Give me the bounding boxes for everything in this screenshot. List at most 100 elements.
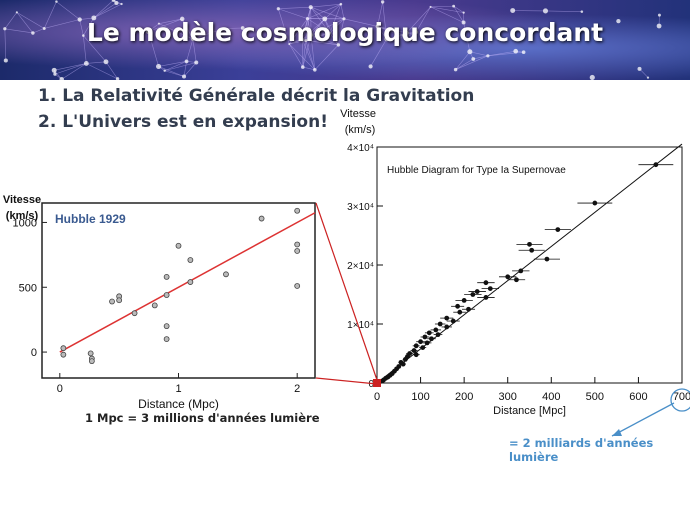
web-filament (469, 51, 488, 57)
web-node (429, 5, 432, 8)
data-point-1929 (60, 351, 67, 358)
web-filament (289, 34, 312, 45)
y-tick-label-1929: 0 (31, 347, 37, 359)
web-filament (93, 0, 114, 19)
data-point-sn (422, 334, 428, 340)
web-node (380, 0, 385, 4)
web-node (184, 59, 189, 64)
web-node (616, 19, 621, 24)
hubble-1929-chart: 0 1 2 0 500 1000 Hubble 1929 Vitesse (km/s) Dista… (3, 194, 316, 411)
web-filament (430, 6, 464, 23)
web-filament (302, 66, 315, 71)
data-point-sn (544, 256, 550, 262)
web-filament (324, 3, 342, 20)
web-filament (278, 8, 308, 19)
web-filament (79, 19, 84, 36)
web-filament (4, 28, 7, 61)
web-node (155, 63, 162, 70)
web-filament (4, 12, 18, 29)
y-tick-label-1929: 1000 (13, 217, 37, 229)
data-point-sn (529, 247, 535, 253)
web-filament (54, 63, 87, 75)
data-point-1929 (109, 298, 115, 305)
data-point-1929 (163, 323, 170, 330)
y-tick-label-sn: 1×10⁴ (347, 320, 374, 331)
web-node (452, 4, 456, 8)
data-point-sn (505, 274, 511, 280)
x-tick-label-sn: 200 (455, 391, 473, 403)
data-point-sn (444, 315, 450, 321)
web-filament (93, 3, 122, 19)
web-filament (314, 44, 339, 70)
web-node (308, 33, 314, 38)
data-point-1929 (87, 350, 94, 357)
web-node (342, 17, 346, 21)
web-filament (302, 35, 312, 68)
data-point-sn (455, 303, 461, 309)
web-filament (83, 17, 95, 36)
web-node (120, 2, 123, 6)
web-node (471, 57, 476, 61)
web-node (103, 59, 109, 65)
web-filament (377, 26, 407, 34)
web-filament (310, 35, 316, 70)
web-filament (289, 43, 316, 70)
data-point-1929 (294, 248, 301, 254)
web-filament (370, 38, 387, 67)
web-node (368, 64, 373, 69)
zoom-origin-marker (373, 379, 381, 387)
y-axis-unit-1929: (km/s) (6, 210, 39, 222)
web-filament (639, 68, 649, 78)
web-node (461, 20, 466, 25)
web-filament (86, 61, 107, 64)
web-filament (61, 63, 87, 80)
web-filament (302, 32, 330, 40)
x-axis-label-sn: Distance [Mpc] (493, 405, 566, 417)
data-point-sn (411, 348, 417, 353)
web-node (157, 22, 160, 25)
data-point-1929 (294, 207, 301, 214)
data-point-sn (400, 361, 406, 367)
web-node (580, 10, 584, 13)
web-node (637, 66, 642, 71)
y-tick-label-1929: 500 (19, 282, 37, 294)
data-point-1929 (163, 292, 170, 298)
data-point-sn (461, 298, 467, 303)
web-node (589, 74, 595, 80)
data-point-1929 (223, 271, 229, 278)
supernova-hubble-chart: 0 100 200 300 400 500 600 70001×10⁴2×10⁴3×10⁴4×… (340, 108, 690, 417)
web-node (322, 16, 328, 22)
web-filament (158, 61, 187, 67)
web-filament (340, 4, 345, 19)
web-filament (158, 23, 194, 40)
web-filament (148, 31, 159, 67)
web-node (111, 0, 116, 2)
data-point-sn (514, 277, 519, 283)
web-filament (86, 63, 118, 80)
web-filament (310, 3, 341, 8)
web-filament (16, 12, 34, 34)
web-node (42, 26, 46, 30)
web-filament (181, 18, 194, 40)
web-node (300, 37, 305, 42)
web-filament (343, 18, 378, 27)
y-axis-label-sn: Vitesse (340, 108, 376, 120)
data-point-sn (413, 352, 419, 358)
web-filament (430, 5, 454, 8)
web-node (51, 67, 57, 73)
web-node (53, 72, 57, 76)
x-tick-label-sn: 0 (374, 391, 380, 403)
web-node (77, 17, 82, 22)
web-filament (302, 39, 339, 46)
web-filament (16, 12, 45, 29)
data-point-sn (424, 340, 430, 346)
web-node (59, 76, 64, 80)
data-point-1929 (187, 279, 194, 285)
web-filament (377, 1, 383, 27)
x-axis-label-1929: Distance (Mpc) (138, 397, 219, 411)
web-filament (44, 19, 80, 29)
web-filament (289, 43, 304, 68)
web-node (301, 65, 305, 69)
web-filament (310, 32, 330, 36)
web-node (510, 8, 516, 14)
